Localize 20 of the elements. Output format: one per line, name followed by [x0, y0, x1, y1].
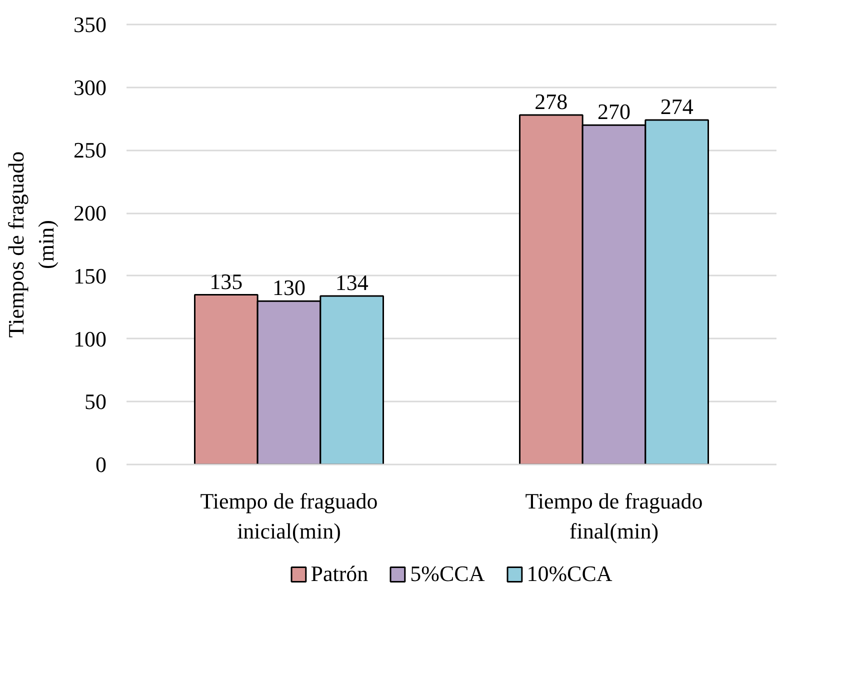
y-tick-label: 300 — [74, 74, 106, 100]
data-label: 134 — [335, 270, 368, 296]
y-tick-label: 350 — [74, 12, 106, 37]
legend-label: 5%CCA — [410, 561, 485, 587]
legend-label: Patrón — [310, 561, 368, 587]
y-tick-label: 0 — [96, 452, 106, 477]
x-tick-label: Tiempo de fraguado final(min) — [525, 488, 703, 544]
y-tick-label: 100 — [74, 326, 106, 352]
legend-label: 10%CCA — [526, 561, 612, 587]
y-tick-label: 200 — [74, 200, 106, 226]
data-label: 135 — [210, 268, 243, 294]
data-label: 274 — [660, 94, 694, 120]
y-tick-label: 250 — [74, 138, 106, 163]
y-tick-label: 150 — [74, 263, 106, 288]
y-tick-label: 50 — [84, 389, 106, 414]
y-axis-title: Tiempos de fraguado (min) — [4, 151, 58, 338]
data-label: 130 — [272, 275, 306, 300]
data-label: 270 — [598, 99, 630, 124]
data-label: 278 — [534, 89, 568, 114]
x-tick-label: Tiempo de fraguado inicial(min) — [200, 488, 378, 544]
